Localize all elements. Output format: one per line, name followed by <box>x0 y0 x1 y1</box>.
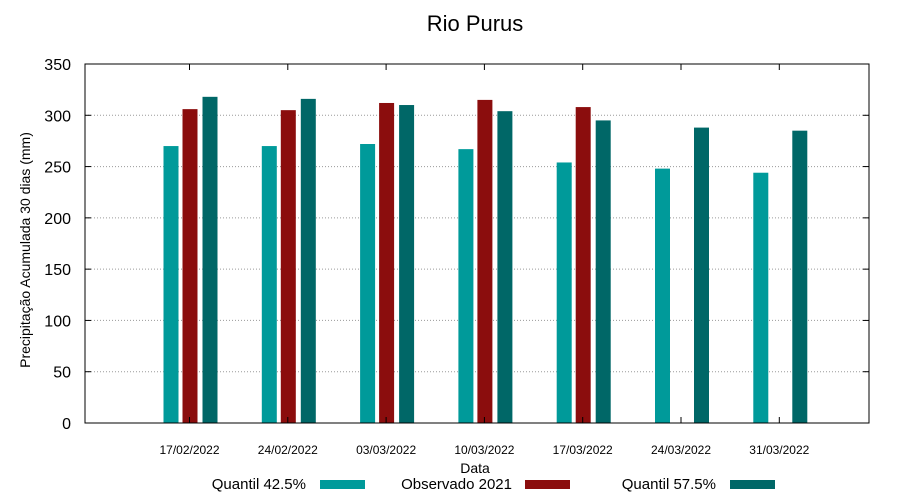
y-tick-label: 300 <box>44 108 71 125</box>
bar <box>379 102 395 423</box>
y-tick-label: 150 <box>44 262 71 279</box>
bar <box>182 109 198 423</box>
x-tick-label: 31/03/2022 <box>749 443 809 457</box>
y-tick-label: 0 <box>62 416 71 433</box>
legend-label: Quantil 57.5% <box>622 476 716 493</box>
legend-swatch <box>320 480 365 489</box>
bar <box>556 162 572 423</box>
bar <box>261 146 277 424</box>
bars <box>163 96 808 424</box>
y-axis-ticks: 0 50 100 150 200 250 300 350 <box>44 57 869 433</box>
legend-swatch <box>730 480 775 489</box>
bar <box>792 130 808 423</box>
bar <box>458 149 474 424</box>
bar <box>163 146 179 424</box>
bar <box>655 168 670 423</box>
x-axis-ticks: 17/02/2022 24/02/2022 03/03/2022 10/03/2022… <box>159 64 810 457</box>
plot-frame <box>84 63 870 424</box>
bar <box>497 111 513 423</box>
chart-title: Rio Purus <box>427 11 524 36</box>
legend-swatch <box>525 480 570 489</box>
x-axis-label: Data <box>460 460 490 476</box>
y-tick-label: 200 <box>44 211 71 228</box>
y-tick-label: 50 <box>53 365 71 382</box>
x-tick-label: 10/03/2022 <box>454 443 514 457</box>
bar <box>477 99 493 424</box>
x-tick-label: 24/02/2022 <box>258 443 318 457</box>
bar <box>595 120 611 424</box>
legend: Quantil 42.5% Observado 2021 Quantil 57.5% <box>212 476 775 493</box>
x-tick-label: 24/03/2022 <box>651 443 711 457</box>
bar <box>300 98 316 424</box>
y-axis-label: Precipitação Acumulada 30 dias (mm) <box>17 132 33 368</box>
x-tick-label: 17/03/2022 <box>553 443 613 457</box>
bar <box>202 96 218 423</box>
bar <box>399 105 415 424</box>
x-tick-label: 03/03/2022 <box>356 443 416 457</box>
bar <box>575 107 591 423</box>
bar <box>753 172 769 423</box>
y-tick-label: 100 <box>44 313 71 330</box>
bar <box>360 144 376 423</box>
x-tick-label: 17/02/2022 <box>159 443 219 457</box>
y-tick-label: 350 <box>44 57 71 74</box>
legend-label: Quantil 42.5% <box>212 476 306 493</box>
y-tick-label: 250 <box>44 160 71 177</box>
bar <box>280 110 296 424</box>
legend-label: Observado 2021 <box>401 476 512 493</box>
bar <box>694 127 709 423</box>
